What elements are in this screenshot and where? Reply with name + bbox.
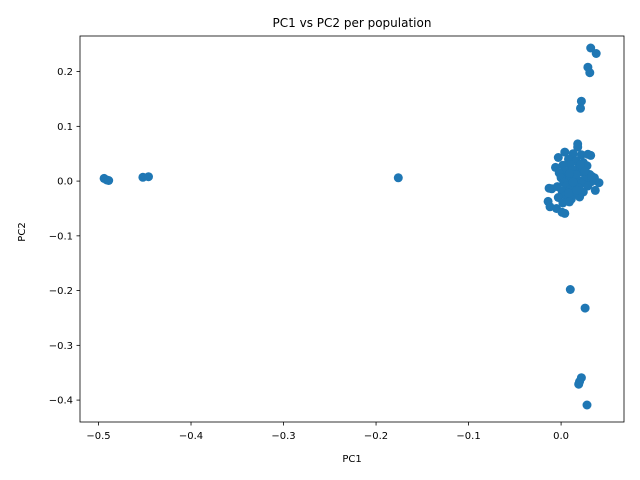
data-point-19: [553, 153, 563, 162]
data-point-73: [564, 188, 573, 198]
x-axis-label: PC1: [342, 454, 361, 465]
y-tick-label-6: 0.2: [57, 67, 73, 78]
data-point-7: [591, 49, 601, 58]
data-point-4: [144, 172, 153, 182]
x-tick-label-5: 0.0: [553, 431, 569, 442]
data-points: [99, 43, 604, 410]
y-tick-label-5: 0.1: [57, 122, 73, 133]
data-point-41: [594, 178, 604, 188]
y-tick-label-1: −0.3: [49, 341, 73, 352]
y-tick-label-0: −0.4: [49, 396, 73, 407]
data-point-65: [560, 208, 570, 218]
data-point-2: [104, 176, 114, 185]
data-point-80: [582, 400, 592, 410]
x-tick-label-0: −0.5: [86, 431, 110, 442]
plot-frame: [79, 35, 625, 423]
data-point-70: [564, 168, 574, 178]
data-point-18: [583, 149, 593, 159]
y-axis-ticks: −0.4 −0.3 −0.2 −0.1 0.0 0.1 0.2: [49, 67, 80, 407]
data-point-16: [576, 150, 586, 160]
data-point-13: [573, 142, 583, 152]
data-point-76: [580, 303, 590, 313]
data-point-14: [560, 147, 570, 157]
y-tick-label-3: −0.1: [49, 231, 73, 242]
data-point-48: [544, 183, 554, 193]
data-point-68: [576, 160, 585, 170]
data-point-53: [590, 185, 600, 195]
y-axis-label: PC2: [17, 222, 28, 241]
data-point-5: [393, 173, 403, 183]
x-tick-label-4: −0.1: [456, 431, 480, 442]
data-point-72: [572, 185, 582, 195]
x-axis-ticks: −0.5 −0.4 −0.3 −0.2 −0.1 0.0: [86, 422, 569, 442]
data-point-66: [564, 197, 574, 207]
y-tick-label-4: 0.0: [57, 177, 73, 188]
data-point-69: [568, 177, 578, 187]
data-point-10: [576, 96, 586, 106]
x-tick-label-1: −0.4: [179, 431, 203, 442]
data-point-74: [587, 171, 597, 181]
x-tick-label-3: −0.2: [364, 431, 388, 442]
data-point-75: [565, 285, 575, 294]
x-tick-label-2: −0.3: [271, 431, 295, 442]
data-point-79: [574, 379, 584, 389]
y-tick-label-2: −0.2: [49, 286, 73, 297]
chart-title: PC1 vs PC2 per population: [273, 16, 432, 30]
data-point-71: [580, 166, 590, 176]
data-point-9: [585, 68, 595, 78]
data-point-6: [586, 43, 596, 53]
data-point-11: [576, 103, 585, 113]
